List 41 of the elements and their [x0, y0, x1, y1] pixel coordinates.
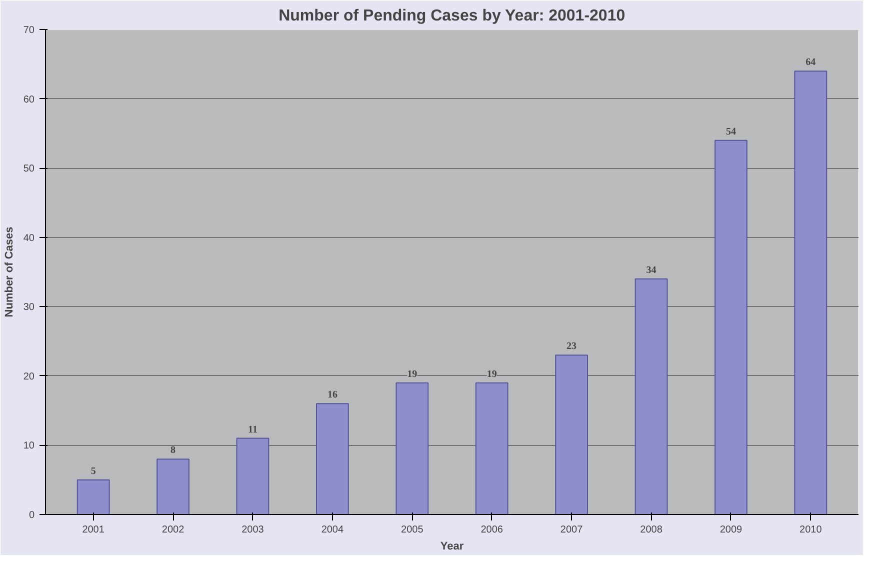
- data-label: 23: [566, 341, 577, 352]
- data-label: 11: [248, 424, 258, 436]
- data-label: 5: [90, 466, 96, 477]
- bar: [555, 354, 588, 514]
- bar: [794, 70, 828, 514]
- y-tick-label: 50: [23, 164, 35, 175]
- y-axis-title: Number of Cases: [3, 226, 16, 318]
- data-label: 19: [486, 368, 497, 380]
- x-axis-title: Year: [440, 540, 464, 552]
- x-tick-label: 2010: [800, 524, 822, 536]
- bar: [475, 382, 508, 514]
- y-tick-label: 10: [23, 440, 35, 452]
- y-tick-label: 60: [23, 94, 35, 106]
- y-tick-label: 70: [23, 25, 35, 36]
- data-label: 19: [407, 368, 418, 380]
- data-label: 34: [646, 264, 656, 276]
- data-label: 64: [806, 57, 816, 68]
- x-tick-label: 2007: [560, 524, 584, 536]
- data-label: 54: [726, 126, 736, 138]
- y-tick-label: 0: [28, 510, 35, 521]
- y-tick-label: 30: [23, 302, 35, 314]
- bar: [76, 479, 110, 514]
- bar: [236, 438, 270, 514]
- bar: [396, 382, 429, 514]
- bar: [634, 278, 668, 514]
- bar: [316, 403, 349, 514]
- data-label: 16: [327, 390, 338, 401]
- bar: [156, 458, 190, 514]
- x-tick-label: 2004: [321, 524, 344, 536]
- x-tick-label: 2003: [242, 524, 264, 536]
- y-tick-label: 20: [23, 371, 35, 382]
- x-tick-label: 2009: [720, 524, 743, 536]
- x-tick-label: 2005: [401, 524, 424, 536]
- x-tick-label: 2002: [162, 524, 185, 536]
- data-label: 8: [170, 445, 176, 456]
- x-tick-label: 2001: [82, 524, 105, 536]
- chart-title: Number of Pending Cases by Year: 2001-2010: [278, 8, 626, 24]
- bar: [714, 140, 748, 514]
- y-tick-label: 40: [23, 232, 35, 244]
- x-tick-label: 2006: [480, 524, 504, 536]
- x-tick-label: 2008: [640, 524, 663, 536]
